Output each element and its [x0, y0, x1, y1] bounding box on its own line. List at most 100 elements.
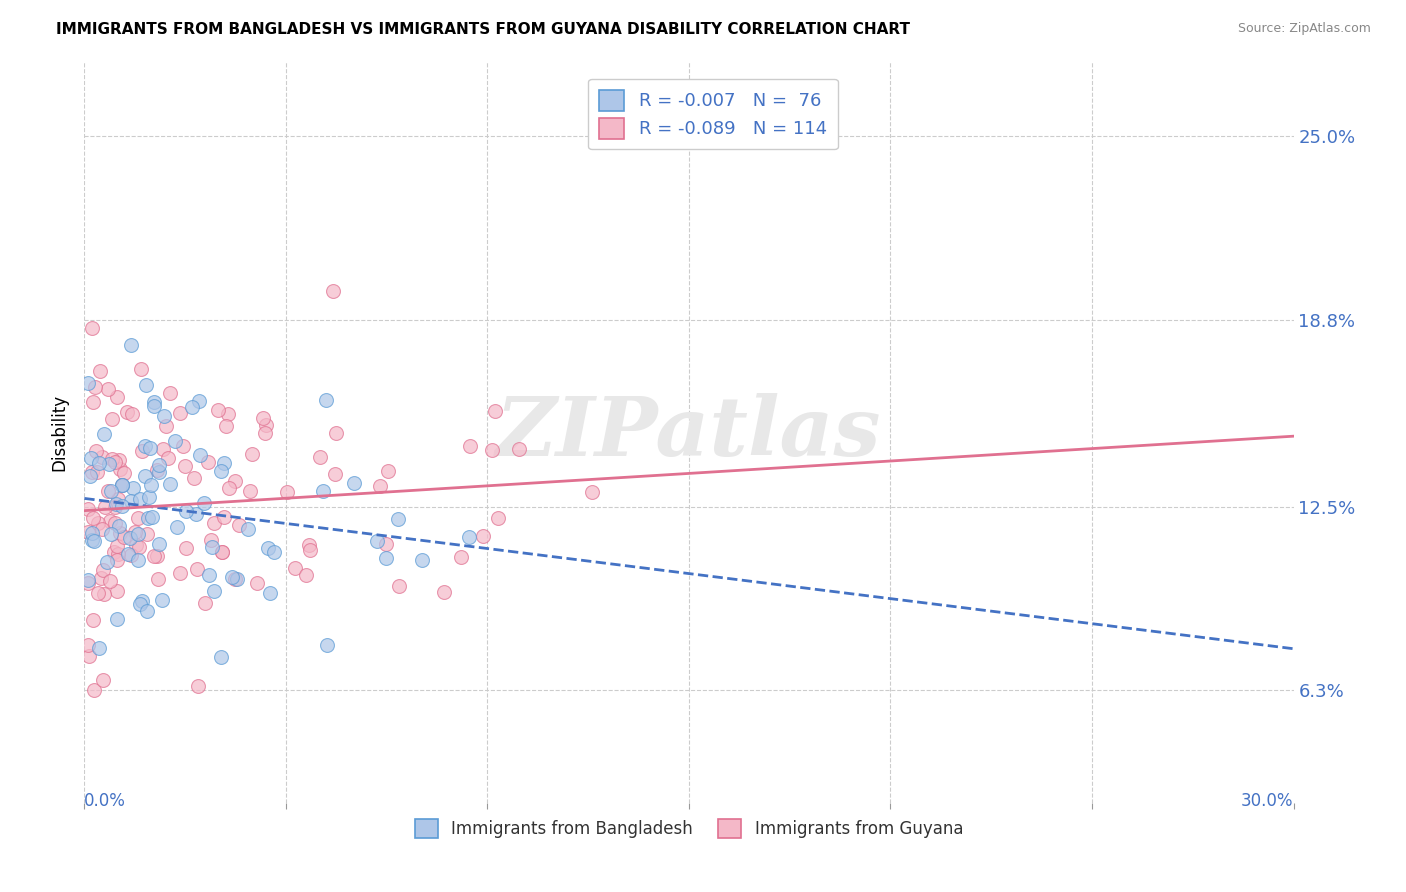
Point [155, 419, 177, 434]
Point [83, 379, 105, 393]
Point [139, 441, 162, 455]
Point [433, 585, 456, 599]
Point [107, 492, 129, 507]
Point [141, 509, 163, 524]
Point [91, 450, 114, 464]
Point [107, 547, 129, 561]
Point [131, 444, 153, 458]
Point [375, 550, 398, 565]
Point [108, 525, 131, 540]
Point [143, 399, 166, 413]
Point [315, 393, 337, 408]
Point [187, 679, 209, 693]
Point [77, 575, 100, 590]
Point [186, 562, 208, 576]
Point [183, 471, 205, 485]
Point [214, 510, 236, 524]
Text: Source: ZipAtlas.com: Source: ZipAtlas.com [1237, 22, 1371, 36]
Point [159, 476, 181, 491]
Point [136, 604, 159, 618]
Point [254, 417, 277, 432]
Point [163, 434, 186, 449]
Point [138, 490, 160, 504]
Point [150, 592, 173, 607]
Point [120, 338, 142, 352]
Point [323, 467, 346, 482]
Point [82, 533, 104, 548]
Point [581, 484, 603, 499]
Point [209, 650, 232, 665]
Point [153, 409, 176, 424]
Point [86, 465, 108, 479]
Point [105, 553, 128, 567]
Point [366, 533, 388, 548]
Point [152, 442, 174, 457]
Point [224, 474, 246, 488]
Point [104, 500, 127, 514]
Point [159, 385, 181, 400]
Point [308, 450, 330, 464]
Point [481, 443, 503, 458]
Point [238, 522, 260, 536]
Point [91, 523, 114, 537]
Point [263, 545, 285, 559]
Point [100, 411, 122, 425]
Point [80, 321, 103, 335]
Point [136, 526, 159, 541]
Point [108, 462, 131, 476]
Point [80, 525, 103, 540]
Point [112, 530, 135, 544]
Point [100, 527, 122, 541]
Point [77, 574, 100, 588]
Point [121, 407, 143, 421]
Point [276, 484, 298, 499]
Point [325, 425, 347, 440]
Point [77, 376, 100, 390]
Point [77, 502, 100, 516]
Point [375, 536, 398, 550]
Point [89, 364, 111, 378]
Point [87, 585, 110, 599]
Point [193, 596, 215, 610]
Point [104, 516, 127, 530]
Point [508, 442, 530, 457]
Point [105, 390, 128, 404]
Point [312, 484, 335, 499]
Point [187, 394, 209, 409]
Point [77, 649, 100, 664]
Point [77, 524, 100, 539]
Point [103, 544, 125, 558]
Point [82, 613, 104, 627]
Point [173, 459, 195, 474]
Point [104, 497, 127, 511]
Point [134, 469, 156, 483]
Point [84, 444, 107, 458]
Point [259, 586, 281, 600]
Point [115, 405, 138, 419]
Point [90, 571, 112, 585]
Text: ZIPatlas: ZIPatlas [496, 392, 882, 473]
Point [211, 545, 233, 559]
Point [83, 682, 105, 697]
Point [256, 541, 278, 555]
Point [388, 579, 411, 593]
Point [198, 568, 221, 582]
Point [484, 403, 506, 417]
Point [135, 378, 157, 392]
Point [212, 456, 235, 470]
Point [93, 587, 115, 601]
Point [93, 426, 115, 441]
Point [107, 519, 129, 533]
Point [127, 553, 149, 567]
Point [315, 638, 337, 652]
Point [294, 568, 316, 582]
Point [111, 477, 134, 491]
Point [125, 538, 148, 552]
Point [105, 540, 128, 554]
Point [368, 479, 391, 493]
Point [111, 478, 134, 492]
Point [129, 491, 152, 506]
Point [120, 493, 142, 508]
Point [209, 464, 232, 478]
Point [193, 496, 215, 510]
